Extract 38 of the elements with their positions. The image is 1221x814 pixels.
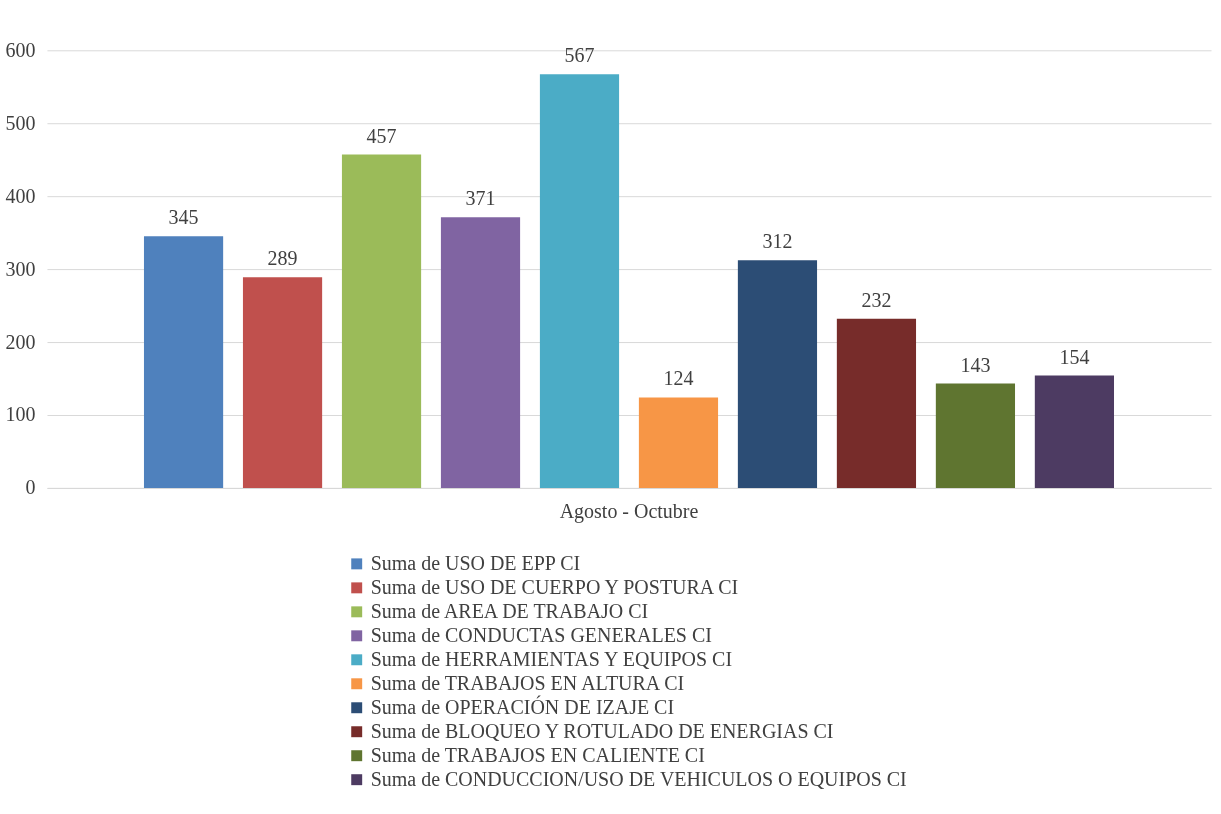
legend-label: Suma de CONDUCCION/USO DE VEHICULOS O EQUIPOS CI <box>370 767 907 790</box>
legend-label: Suma de USO DE CUERPO Y POSTURA CI <box>370 575 739 598</box>
legend-label: Suma de TRABAJOS EN CALIENTE CI <box>370 743 705 766</box>
bar <box>737 260 818 488</box>
bar <box>242 277 323 488</box>
y-tick-label: 500 <box>5 111 36 134</box>
y-tick-label: 0 <box>25 476 36 499</box>
data-label: 289 <box>267 247 298 270</box>
bar <box>341 154 422 488</box>
legend-label: Suma de OPERACIÓN DE IZAJE CI <box>370 694 675 718</box>
data-label: 154 <box>1059 345 1090 368</box>
y-tick-label: 600 <box>5 38 36 61</box>
legend-label: Suma de USO DE EPP CI <box>370 551 581 574</box>
x-tick-label: Agosto - Octubre <box>559 500 699 524</box>
bar <box>539 74 620 488</box>
bar <box>1034 375 1114 488</box>
data-label: 371 <box>465 187 496 210</box>
y-tick-label: 100 <box>5 403 36 426</box>
bar <box>935 383 1016 488</box>
legend-label: Suma de BLOQUEO Y ROTULADO DE ENERGIAS CI <box>370 719 834 742</box>
legend-label: Suma de TRABAJOS EN ALTURA CI <box>370 671 685 694</box>
y-tick-label: 300 <box>5 257 36 280</box>
y-tick-label: 200 <box>5 330 36 353</box>
data-label: 124 <box>663 367 694 390</box>
bar <box>440 217 521 488</box>
data-label: 143 <box>960 353 991 376</box>
data-label: 312 <box>762 230 793 253</box>
data-label: 232 <box>861 288 892 311</box>
data-label: 457 <box>366 124 397 147</box>
bar <box>143 236 224 488</box>
y-tick-label: 400 <box>5 184 36 207</box>
legend-label: Suma de HERRAMIENTAS Y EQUIPOS CI <box>370 647 733 670</box>
data-label: 567 <box>564 44 595 67</box>
bar <box>836 318 917 488</box>
legend-label: Suma de CONDUCTAS GENERALES CI <box>370 623 712 646</box>
bar <box>638 397 719 488</box>
legend-label: Suma de AREA DE TRABAJO CI <box>370 599 649 622</box>
data-label: 345 <box>168 206 199 229</box>
